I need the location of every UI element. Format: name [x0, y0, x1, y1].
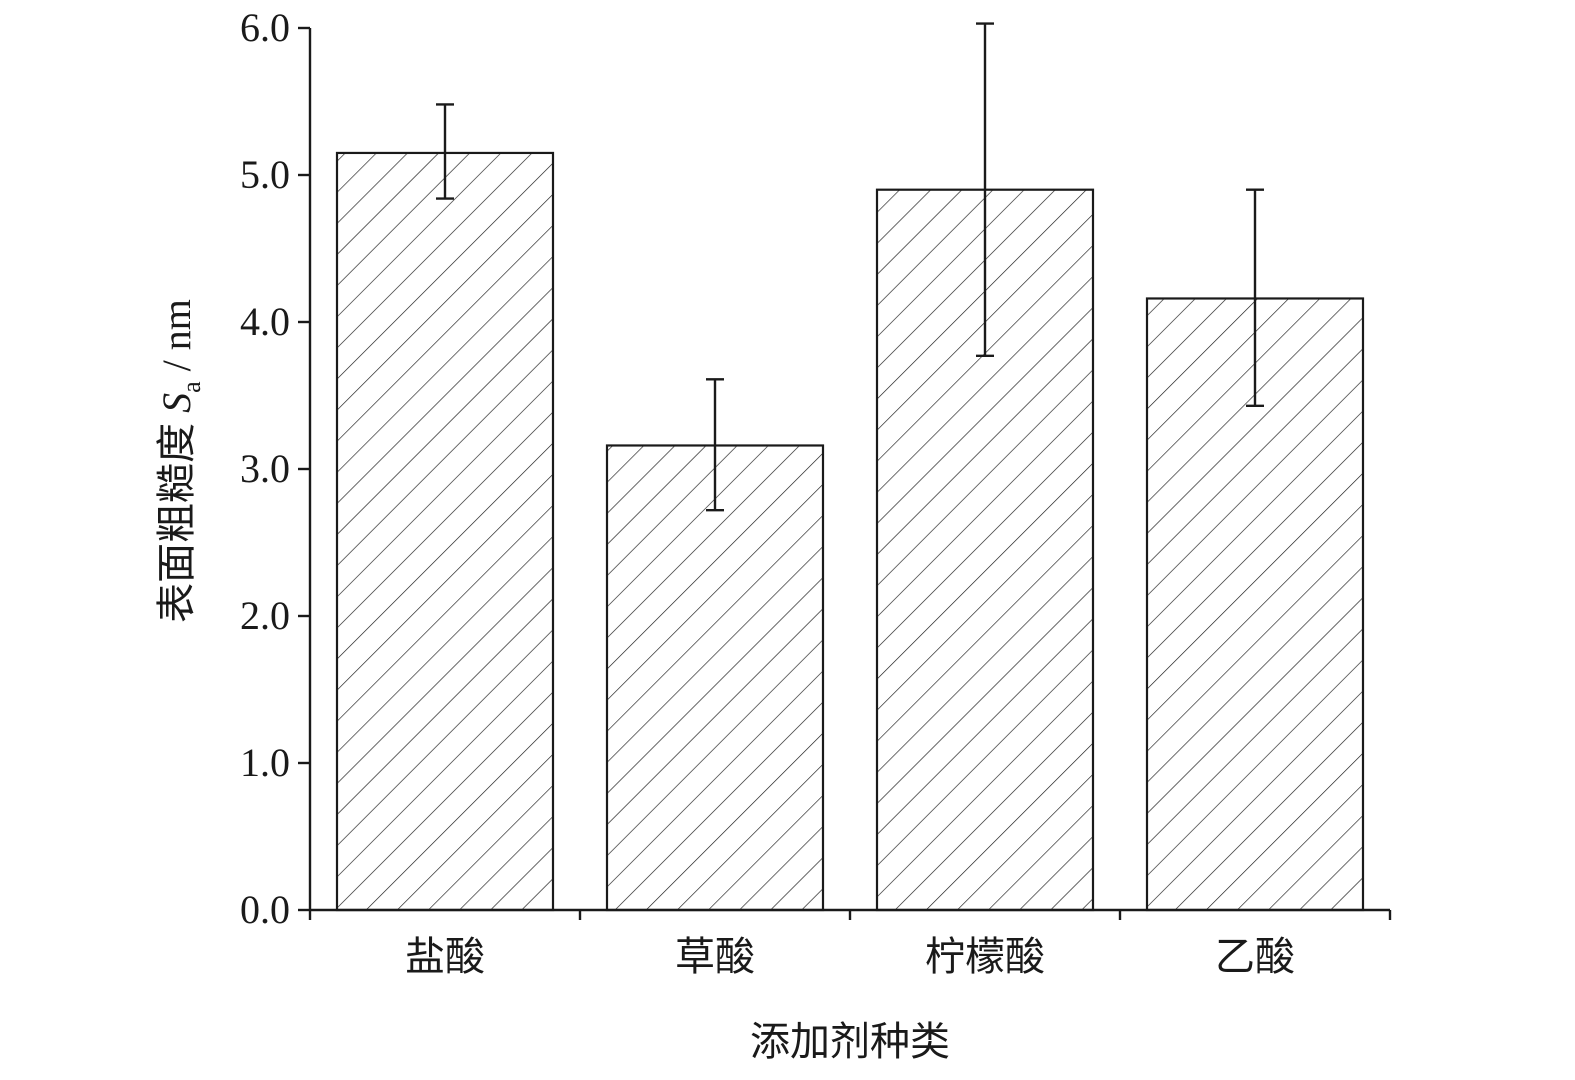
y-tick-label: 2.0: [240, 593, 290, 638]
y-tick-label: 5.0: [240, 152, 290, 197]
y-axis-title-suffix: / nm: [154, 299, 199, 381]
y-tick-label: 4.0: [240, 299, 290, 344]
x-tick-label: 草酸: [675, 934, 755, 979]
y-tick-label: 0.0: [240, 887, 290, 932]
bars-layer: [335, 151, 1365, 912]
y-axis-title-symbol: S: [154, 393, 199, 413]
y-tick-label: 6.0: [240, 5, 290, 50]
y-axis-title: 表面粗糙度 Sa / nm: [154, 299, 206, 623]
y-tick-label: 3.0: [240, 446, 290, 491]
y-axis-title-subscript: a: [177, 381, 206, 393]
x-tick-label: 盐酸: [405, 934, 485, 979]
labels-layer: 盐酸 草酸 柠檬酸 乙酸 0.0 1.0 2.0 3.0 4.0 5.0 6.0: [240, 5, 1295, 979]
error-bars-layer: [436, 22, 1264, 512]
axes-layer: [298, 26, 1392, 920]
y-axis-title-prefix: 表面粗糙度: [154, 413, 199, 623]
bar: [605, 444, 825, 912]
bar: [335, 151, 555, 912]
x-tick-label: 乙酸: [1215, 934, 1295, 979]
x-tick-label: 柠檬酸: [925, 934, 1045, 979]
x-axis-title: 添加剂种类: [750, 1019, 950, 1064]
y-tick-label: 1.0: [240, 740, 290, 785]
